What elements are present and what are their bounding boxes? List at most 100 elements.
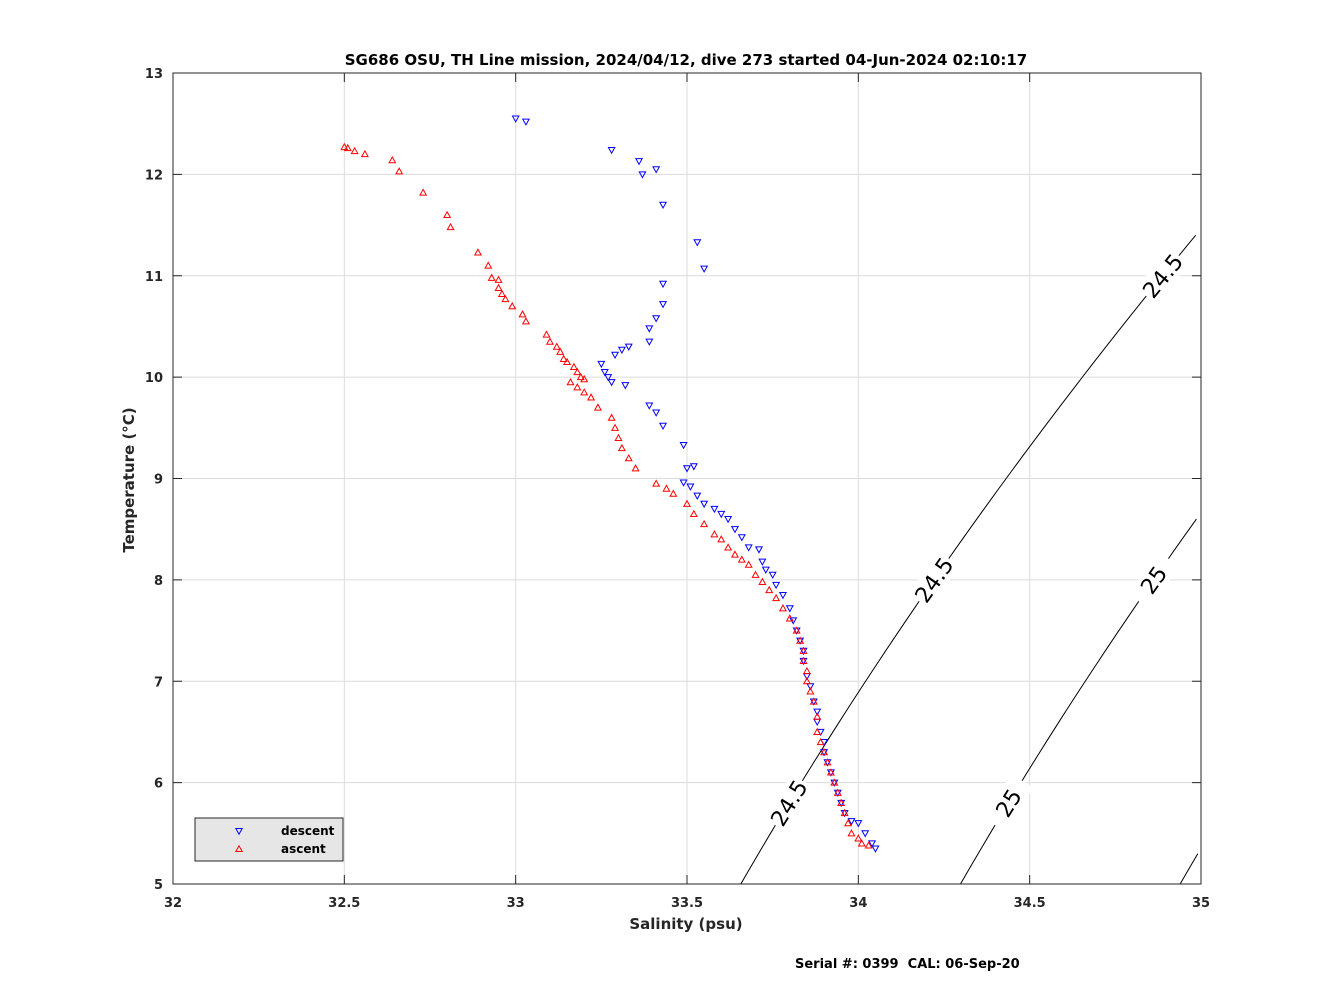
y-tick-label: 5 [154,878,163,893]
ascent-point [508,301,517,310]
ascent-point [340,142,349,151]
descent-point [686,483,695,491]
descent-point [621,382,630,390]
ascent-point [556,347,565,355]
contour-label-bg [1127,551,1180,609]
ascent-point [521,317,530,325]
ascent-point [607,413,616,421]
grid [173,73,1201,884]
ascent-point [816,737,825,746]
descent-point [638,171,647,179]
x-tick-label: 33.5 [671,896,703,911]
descent-point [679,479,688,487]
descent-point [689,463,698,471]
ascent-point [501,294,510,303]
descent-point [658,201,668,210]
ascent-point [614,433,623,442]
x-tick-label: 32 [164,896,182,911]
ascent-point [809,697,818,705]
x-axis-label: Salinity (psu) [629,915,742,933]
descent-point [867,840,877,848]
ascent-point [833,788,842,796]
descent-point [607,379,616,387]
descent-point [754,546,764,554]
descent-point [521,118,530,126]
ascent-point [813,727,822,735]
x-tick-label: 34 [849,896,867,911]
descent-point [658,301,668,309]
ascent-point [813,712,822,720]
ascent-point [580,388,589,396]
ascent-point [700,519,709,528]
descent-point [607,146,616,155]
ascent-point [545,337,554,345]
descent-point [610,351,620,360]
descent-point [645,325,654,333]
serial-calibration-note: Serial #: 0399 CAL: 06-Sep-20 [795,957,1020,972]
ascent-point [758,577,767,585]
descent-point [597,360,606,369]
ascent-point [792,626,801,634]
legend-label-descent: descent [281,824,335,838]
x-tick-label: 34.5 [1014,896,1046,911]
descent-point [768,571,777,580]
descent-point [658,280,668,289]
ascent-point [631,464,640,472]
ascent-point [751,570,760,578]
ascent-point [552,342,561,350]
descent-point [813,708,822,716]
descent-point [679,441,688,450]
ascent-point [484,261,493,269]
x-tick-label: 32.5 [328,896,360,911]
descent-point [772,581,781,590]
descent-point [693,239,702,247]
ascent-point [744,560,753,568]
ascent-point [494,275,503,283]
ascent-point [772,593,781,602]
ascent-point [580,374,589,383]
ascent-point [563,357,572,365]
descent-point [710,505,719,514]
ascent-point [587,393,596,401]
contour-label-bg [764,773,814,832]
chart-title: SG686 OSU, TH Line mission, 2024/04/12, … [345,51,1028,69]
ascent-point [854,834,863,842]
ascent-point [840,808,849,817]
legend: descent ascent [194,817,344,862]
descent-point [861,830,870,838]
ascent-point [652,479,661,487]
descent-point [758,558,767,566]
descent-point [645,402,654,410]
ascent-point [569,362,578,371]
contour-label-bg [1136,247,1190,305]
descent-point [737,534,746,542]
ascent-point [494,283,503,291]
contour-line [1179,853,1199,885]
y-tick-label: 8 [154,574,163,589]
contour-label-bg [908,551,960,609]
legend-marker-descent [234,827,244,836]
ascent-point [388,155,397,164]
ascent-point [624,453,633,462]
ascent-point [765,585,774,594]
ascent-point [823,758,832,766]
descent-point [761,566,770,574]
ascent-point [847,829,856,837]
ascent-point [497,289,507,298]
ascent-point [573,367,582,376]
ascent-point [806,687,815,695]
descent-point [658,422,668,431]
ascent-point [799,656,808,665]
ascent-point [802,677,811,685]
legend-marker-ascent [234,844,244,853]
descent-point [645,338,654,346]
ascent-point [689,509,698,518]
descent-point [730,526,740,534]
legend-label-ascent: ascent [281,842,326,856]
ascent-point [395,167,404,175]
axis-ticks: 32 32.5 33 33.5 34 34.5 35 5 6 7 8 9 10 11 12 13 [145,67,1210,911]
ascent-point [820,747,829,756]
ascent-point [730,550,740,558]
ascent-point [830,778,839,786]
descent-point [700,265,709,273]
